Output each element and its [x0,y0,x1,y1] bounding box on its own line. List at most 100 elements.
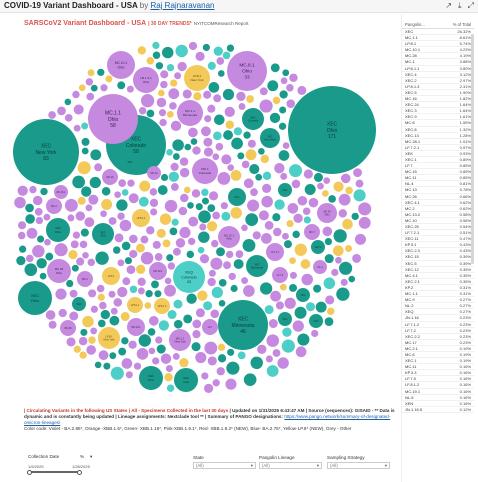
lineage-bubble[interactable] [213,131,222,141]
lineage-row[interactable]: LF.7.2 0.23% [402,328,474,334]
lineage-row[interactable]: XEC.4.1 0.62% [402,200,474,206]
lineage-bubble[interactable] [94,163,103,172]
bubble-circle[interactable] [77,271,93,287]
lineage-bubble[interactable] [32,245,45,258]
bubble-circle[interactable] [218,300,268,350]
lineage-bubble[interactable] [110,307,118,315]
lineage-bubble-labeled[interactable]: MC.2 [77,271,93,287]
lineage-bubble[interactable] [236,91,246,101]
lineage-bubble[interactable] [172,153,180,160]
lineage-bubble[interactable] [58,308,67,318]
lineage-bubble[interactable] [262,171,272,181]
lineage-bubble[interactable] [217,354,227,363]
fullscreen-icon[interactable]: ⤢ [467,1,474,10]
lineage-bubble[interactable] [117,259,125,267]
lineage-bubble[interactable] [272,96,281,105]
lineage-bubble[interactable] [86,345,96,355]
lineage-bubble[interactable] [101,186,111,196]
lineage-bubble[interactable] [118,179,127,187]
lineage-bubble[interactable] [300,259,311,269]
lineage-row[interactable]: MC.2.1 0.19% [402,346,474,352]
lineage-bubble[interactable] [351,212,359,221]
lineage-row[interactable]: NL.2 0.27% [402,303,474,310]
lineage-bubble[interactable] [238,103,246,110]
lineage-bubble[interactable] [228,272,236,281]
lineage-bubble[interactable] [203,147,214,157]
lineage-bubble[interactable] [48,111,56,119]
lineage-bubble[interactable] [140,251,154,265]
lineage-bubble[interactable] [247,139,256,148]
lineage-bubble[interactable] [100,309,110,320]
lineage-row[interactable]: MC.19.1 0.16% [402,389,474,395]
lineage-bubble[interactable] [90,327,98,335]
lineage-bubble[interactable] [138,334,152,347]
lineage-bubble[interactable] [43,213,51,221]
lineage-bubble-labeled[interactable]: XEC [72,297,86,311]
lineage-bubble-labeled[interactable]: MC.10.1 [127,318,145,336]
lineage-row[interactable]: XEC.11 0.47% [402,236,474,243]
lineage-bubble[interactable] [101,199,113,210]
lineage-bubble[interactable] [166,254,174,262]
lineage-bubble[interactable] [121,337,129,345]
lineage-bubble[interactable] [105,75,113,83]
lineage-bubble[interactable] [193,92,202,101]
lineage-bubble[interactable] [247,199,260,212]
bubble-circle[interactable] [169,329,191,351]
lineage-bubble[interactable] [208,82,220,93]
lineage-row[interactable]: MC.17 0.23% [402,340,474,346]
lineage-row[interactable]: XEC.8 1.32% [402,127,474,133]
lineage-bubble[interactable] [303,169,313,179]
lineage-bubble[interactable] [259,99,273,113]
lineage-bubble[interactable] [223,261,231,270]
lineage-row[interactable]: XEC 26.32% [402,29,474,36]
lineage-bubble[interactable] [281,339,295,353]
date-slider-start-handle[interactable] [27,469,32,475]
lineage-bubble[interactable] [289,257,296,265]
lineage-bubble[interactable] [282,327,292,337]
lineage-bubble[interactable] [243,178,254,189]
lineage-bubble[interactable] [82,252,89,259]
lineage-row[interactable]: XEC.2 2.97% [402,78,474,84]
lineage-bubble[interactable] [274,199,285,210]
lineage-bubble-labeled[interactable]: MC.26 [60,320,76,336]
lineage-bubble[interactable] [165,365,173,372]
lineage-bubble[interactable] [258,210,269,221]
lineage-bubble[interactable] [324,237,333,246]
lineage-bubble[interactable] [100,84,108,92]
lineage-bubble[interactable] [85,78,94,86]
collection-date-dropdown-icon[interactable]: ▾ [90,454,93,459]
lineage-bubble[interactable] [195,308,205,318]
lineage-bubble[interactable] [203,90,212,99]
lineage-bubble[interactable] [151,280,159,289]
lineage-bubble[interactable] [272,349,281,357]
lineage-row[interactable]: MC.28 4.19% [402,53,474,60]
lineage-bubble[interactable] [128,340,137,349]
lineage-bubble[interactable] [302,207,311,216]
lineage-bubble[interactable] [345,186,353,195]
bubble-circle[interactable] [278,183,292,197]
bubble-circle[interactable] [107,51,135,79]
lineage-bubble[interactable] [137,287,145,295]
lineage-bubble[interactable] [158,320,170,331]
lineage-row[interactable]: MC.1 3.88% [402,59,474,66]
lineage-bubble[interactable] [183,314,193,324]
lineage-bubble[interactable] [64,114,73,122]
lineage-row[interactable]: XEC.15 0.39% [402,254,474,261]
lineage-bubble[interactable] [55,288,67,300]
lineage-row[interactable]: LF.7.5 0.16% [402,376,474,383]
lineage-bubble[interactable] [116,199,128,211]
lineage-bubble[interactable] [313,172,323,182]
lineage-bubble[interactable] [216,367,225,376]
bubble-circle[interactable] [192,158,218,184]
lineage-bubble[interactable] [187,237,196,246]
bubble-circle[interactable] [123,155,137,169]
lineage-bubble[interactable] [204,341,218,355]
lineage-row[interactable]: LF.7 0.85% [402,163,474,170]
lineage-bubble[interactable] [338,209,348,218]
lineage-bubble[interactable] [87,69,95,77]
lineage-bubble[interactable] [303,216,311,224]
